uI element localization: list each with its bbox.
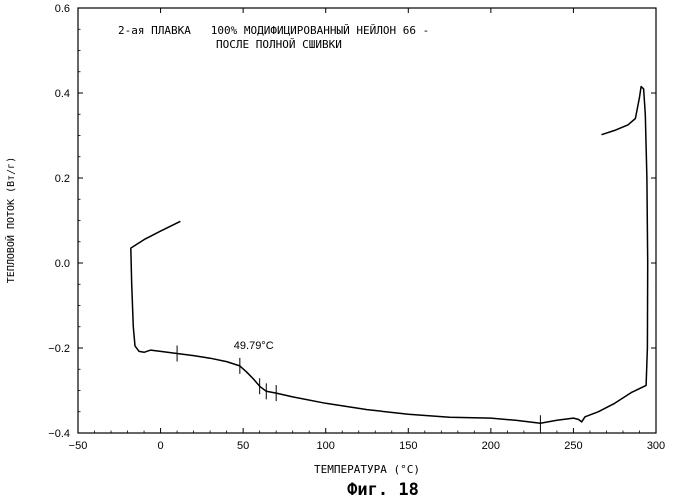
- y-tick-label: −0.2: [48, 343, 70, 355]
- y-axis-ticks: −0.4 −0.2 0.0 0.2 0.4 0.6: [48, 3, 656, 440]
- x-axis-ticks: −50 0 50 100 150 200 250 300: [69, 8, 666, 452]
- series-line: [131, 87, 648, 424]
- figure-caption: Фиг. 18: [347, 480, 419, 500]
- plot-frame: [78, 8, 656, 433]
- y-axis-label: ТЕПЛОВОЙ ПОТОК (Вт/г): [4, 157, 17, 283]
- x-tick-label: 250: [564, 440, 582, 452]
- y-tick-label: 0.2: [55, 173, 70, 185]
- x-axis-label: ТЕМПЕРАТУРА (°C): [314, 463, 420, 476]
- y-tick-label: 0.6: [55, 3, 70, 15]
- x-tick-label: 100: [317, 440, 335, 452]
- x-tick-label: 150: [399, 440, 417, 452]
- chart-title-line-1: 2-ая ПЛАВКА 100% МОДИФИЦИРОВАННЫЙ НЕЙЛОН…: [118, 24, 429, 37]
- y-tick-label: −0.4: [48, 428, 70, 440]
- y-tick-label: 0.0: [55, 258, 70, 270]
- annotation-label: 49.79°C: [234, 340, 274, 352]
- x-tick-label: −50: [69, 440, 88, 452]
- x-tick-label: 0: [158, 440, 164, 452]
- y-tick-label: 0.4: [55, 88, 70, 100]
- x-tick-label: 300: [647, 440, 665, 452]
- x-tick-label: 50: [237, 440, 249, 452]
- chart-title-line-2: ПОСЛЕ ПОЛНОЙ СШИВКИ: [216, 38, 342, 51]
- x-tick-label: 200: [482, 440, 500, 452]
